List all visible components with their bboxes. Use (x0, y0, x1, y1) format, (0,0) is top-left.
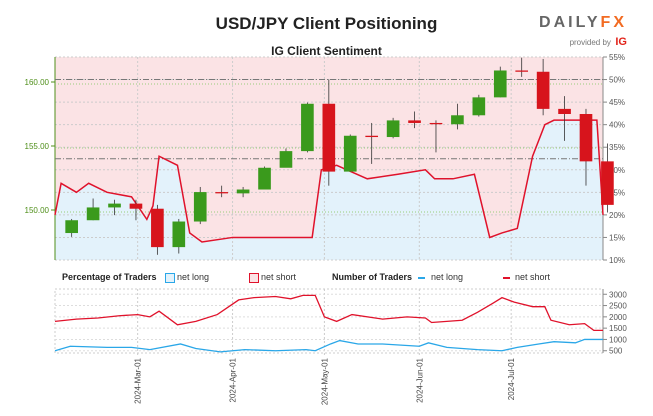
legend-pct-short: net short (261, 272, 297, 282)
candle-body (451, 115, 464, 125)
right-axis-label: 50% (609, 76, 625, 85)
x-axis-label: 2024-Mar-01 (134, 357, 143, 403)
candle-body (215, 192, 228, 194)
candle-body (579, 114, 593, 162)
traders-axis-label: 1500 (609, 324, 627, 333)
traders-axis-label: 2000 (609, 313, 627, 322)
candle-body (86, 207, 100, 221)
legend-pct-label: Percentage of Traders (62, 272, 157, 282)
candle-body (515, 70, 529, 72)
candle-body (108, 203, 121, 208)
candle-body (343, 135, 357, 172)
candle-body (301, 103, 314, 152)
right-axis-label: 30% (609, 166, 625, 175)
candle-body (472, 97, 486, 116)
candle-body (493, 70, 507, 98)
candle-body (558, 108, 571, 114)
net-long-pct-line (54, 119, 604, 243)
logo-ig: IG (615, 36, 627, 48)
right-axis-label: 20% (609, 211, 625, 220)
candle-body (65, 220, 78, 234)
right-axis-label: 45% (609, 98, 625, 107)
left-axis-label: 150.00 (25, 206, 50, 215)
candle-body (151, 208, 164, 248)
candle-body (193, 192, 207, 222)
candle-body (129, 203, 143, 209)
chart-title: USD/JPY Client Positioning (215, 14, 438, 33)
right-axis-label: 15% (609, 233, 625, 242)
candle-body (258, 167, 271, 190)
candle-body (429, 122, 443, 125)
x-axis-label: 2024-Jun-01 (415, 357, 424, 402)
candle-body (172, 221, 186, 248)
right-axis-label: 35% (609, 143, 625, 152)
traders-axis-label: 500 (609, 347, 623, 356)
legend-num-long-line (418, 277, 425, 279)
traders-axis-label: 1000 (609, 335, 627, 344)
net-long-area (55, 120, 603, 261)
legend-long-swatch (165, 273, 175, 283)
candle-body (536, 71, 550, 109)
x-axis-label: 2024-Jul-01 (507, 357, 516, 400)
traders-axis-label: 2500 (609, 302, 627, 311)
legend-pct-long: net long (177, 272, 210, 282)
candle-body (386, 120, 400, 138)
net-short-count-line (54, 294, 603, 332)
legend-num-label: Number of Traders (332, 272, 413, 282)
chart-subtitle: IG Client Sentiment (271, 44, 382, 58)
logo-provided: provided by (569, 38, 611, 47)
traders-axis-label: 3000 (609, 290, 627, 299)
right-axis-label: 55% (609, 53, 625, 62)
x-axis-label: 2024-Apr-01 (229, 357, 238, 402)
candle-body (365, 135, 379, 138)
x-axis-label: 2024-May-01 (320, 357, 329, 405)
dailyfx-logo: DAILYFX provided by IG (539, 14, 627, 50)
candle-body (322, 103, 336, 172)
logo-wordmark: DAILYFX (539, 14, 627, 31)
legend-num-long: net long (431, 272, 464, 282)
legend-num-short-line (503, 277, 510, 279)
right-axis-label: 25% (609, 188, 625, 197)
candle-body (408, 120, 421, 123)
candle-body (236, 189, 250, 194)
candle-body (279, 151, 293, 168)
left-axis-label: 160.00 (25, 78, 50, 87)
left-axis-label: 155.00 (25, 142, 50, 151)
legend-num-short: net short (515, 272, 551, 282)
legend-short-swatch (249, 273, 259, 283)
candle-body (601, 161, 614, 205)
right-axis-label: 40% (609, 121, 625, 130)
net-long-count-line (54, 338, 603, 353)
right-axis-label: 10% (609, 256, 625, 265)
